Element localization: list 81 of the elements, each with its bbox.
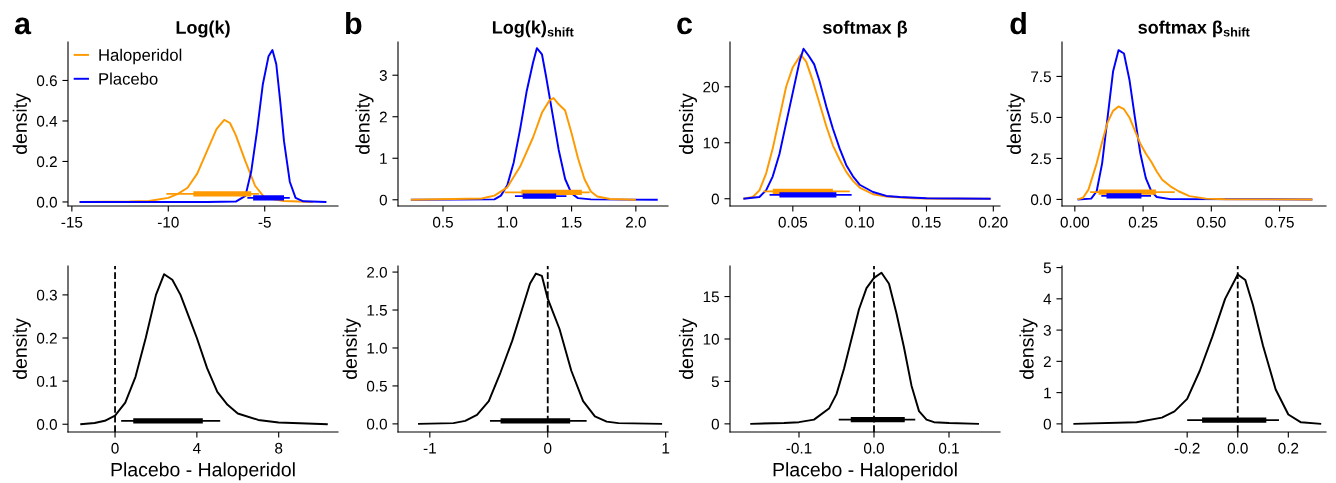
x-tick-label: 0.10 [845,216,874,228]
x-tick-label: -1 [423,442,436,454]
x-tick-label: 0.50 [1197,216,1226,228]
x-tick-label: 0.05 [778,216,808,228]
y-tick-label: 0 [711,193,719,205]
x-tick-label: 0.0 [863,442,885,454]
y-axis-title: density [678,93,698,154]
y-axis-title: density [678,318,698,379]
y-tick-label: 20 [703,81,719,93]
x-axis-title: Placebo - Haloperidol [773,462,957,481]
y-tick-label: 1.5 [367,305,387,316]
y-tick-label: 0.2 [36,332,57,344]
y-tick-label: 0.2 [36,156,57,168]
text: a [14,17,32,35]
chart-title: softmax β$_{shift}$ [1138,20,1250,38]
text: d [1010,11,1026,35]
x-tick-label: 1.5 [562,216,582,228]
legend-label: Placebo [99,72,158,85]
x-tick-label: 2.0 [626,216,646,228]
y-tick-label: 0 [379,194,387,206]
x-tick-label: 0.0 [1227,442,1248,454]
x-tick-label: 0.75 [1265,216,1294,228]
y-axis-title: density [1006,93,1025,154]
y-tick-label: 15 [703,291,719,303]
x-tick-label: 0.2 [1278,442,1299,454]
y-tick-label: 0.0 [366,418,387,430]
x-tick-label: 0.00 [1060,216,1090,228]
x-tick-label: 0.20 [979,216,1008,228]
y-axis-title: density [1019,318,1038,379]
y-tick-label: 1 [380,153,387,164]
text: c [677,17,693,35]
x-tick-label: -15 [61,216,83,228]
y-axis-title: density [12,318,31,379]
y-tick-label: 0 [1043,418,1051,430]
y-tick-label: 2.5 [1031,153,1051,165]
y-tick-label: 0.0 [36,419,57,430]
x-axis-title: Placebo - Haloperidol [111,462,295,481]
y-tick-label: 4 [1043,293,1052,305]
y-tick-label: 0.1 [36,375,57,387]
y-tick-label: 2 [1043,356,1051,367]
y-tick-label: 1 [1044,387,1051,399]
y-tick-label: 0.0 [1030,194,1051,206]
x-tick-label: -0.2 [1174,442,1200,454]
y-tick-label: 0.6 [36,75,57,87]
x-tick-label: 4 [192,442,201,454]
y-tick-label: 3 [1043,324,1051,336]
y-tick-label: 1.0 [367,342,387,354]
x-tick-label: 1 [662,442,670,454]
chart-title: Log(k)$_{shift}$ [492,20,574,38]
y-tick-label: 0.3 [36,289,57,301]
legend-label: Haloperidol [99,48,182,65]
y-tick-label: 2.0 [367,266,387,278]
text: b [346,11,362,35]
x-tick-label: -10 [157,216,179,228]
y-tick-label: 0 [711,418,719,430]
chart-title: Log(k) [176,20,230,38]
y-tick-label: 7.5 [1031,71,1051,83]
x-tick-label: 0.1 [938,442,959,454]
y-axis-title: density [342,318,361,379]
x-tick-label: -0.1 [786,442,812,454]
chart-title: softmax β [823,20,908,38]
y-tick-label: 5.0 [1030,112,1051,124]
y-tick-label: 0.0 [36,196,57,208]
x-tick-label: 0 [111,442,119,454]
y-tick-label: 10 [703,333,719,345]
y-tick-label: 10 [703,137,719,149]
y-axis-title: density [12,93,31,154]
y-tick-label: 3 [379,70,387,81]
x-tick-label: 8 [275,442,283,454]
x-tick-label: 0.15 [912,216,941,228]
y-tick-label: 2 [379,111,387,123]
y-axis-title: density [355,93,374,154]
y-tick-label: 0.5 [366,380,387,392]
x-tick-label: -5 [258,216,271,228]
x-tick-label: 1.0 [497,216,518,228]
y-tick-label: 5 [1043,262,1051,274]
y-tick-label: 5 [711,376,719,388]
x-tick-label: 0.5 [432,216,453,228]
x-tick-label: 0.25 [1128,216,1158,228]
x-tick-label: 0 [544,442,552,454]
y-tick-label: 0.4 [36,115,58,127]
